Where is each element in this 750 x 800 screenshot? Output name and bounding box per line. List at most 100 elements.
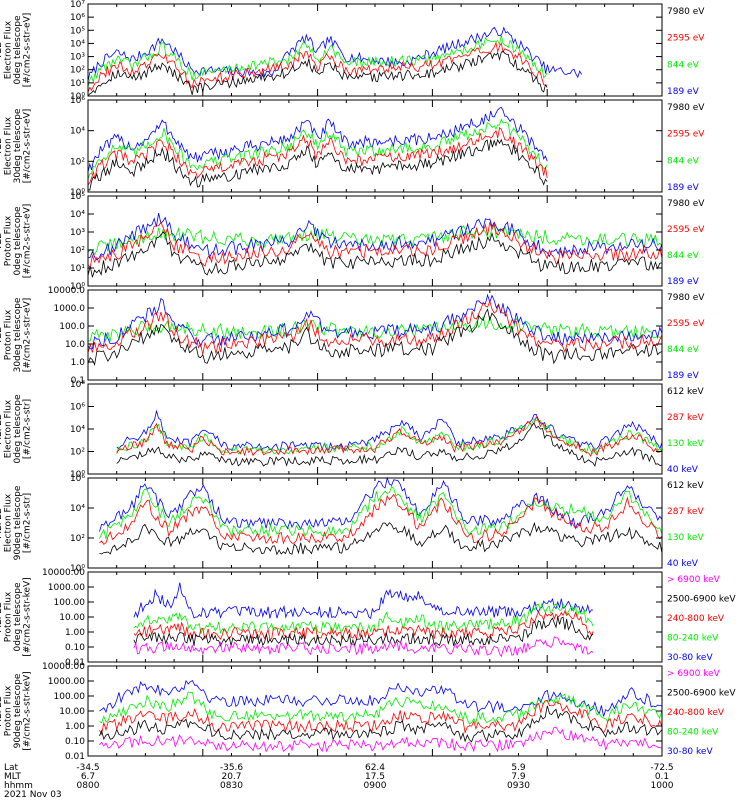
y-tick-label: 10⁰ <box>70 564 85 574</box>
y-axis-label: TEDProton Flux0deg telescope[#/cm2-s-str… <box>0 204 32 279</box>
series-line-black <box>99 521 663 556</box>
y-tick-label: 0.01 <box>65 658 85 668</box>
date-label: 2021 Nov 03 <box>4 790 62 800</box>
legend-entry: 2595 eV <box>667 319 705 329</box>
y-axis-label: TEDElectron Flux30deg telescope[#/cm2-s-… <box>0 108 32 183</box>
y-tick-label: 10⁴ <box>70 127 85 137</box>
y-tick-label: 10¹ <box>70 264 85 274</box>
x-axis-row-label: hhmm <box>4 781 33 791</box>
series-line-red <box>99 700 663 736</box>
legend-entry: 287 keV <box>667 413 704 423</box>
series-line-black <box>87 308 663 367</box>
legend-entry: 7980 eV <box>667 103 705 113</box>
series-line-red <box>99 493 663 545</box>
x-tick-label-lat: -72.5 <box>650 763 673 773</box>
panel-4: 0.1 1.0 10.0 100.0 1000.0 10000.0 TEDProton Fl… <box>0 286 705 386</box>
series-line-blue <box>87 106 548 173</box>
y-tick-label: 10¹ <box>70 79 85 89</box>
y-tick-label: 1000.00 <box>48 677 85 687</box>
legend-entry: 844 eV <box>667 251 700 261</box>
x-axis-annotation: LatMLThhmm-34.56.70800-35.620.7083062.41… <box>4 763 674 800</box>
panel-2: 10⁰ 10² 10⁴ 10⁶ TEDElectron Flux30deg telesc… <box>0 96 705 198</box>
legend-entry: 2500-6900 keV <box>667 595 736 605</box>
series-line-blue <box>116 409 663 452</box>
y-tick-label: 1000.00 <box>48 583 85 593</box>
y-tick-label: 10⁰ <box>70 92 85 102</box>
panel-5: 10⁰ 10² 10⁴ 10⁶ 10⁸ MEPEDElectron Flux0deg te… <box>0 380 704 480</box>
y-tick-label: 10.0 <box>65 340 85 350</box>
panel-3: 10⁰ 10¹ 10² 10³ 10⁴ 10⁵ TEDProton Flux0deg tel… <box>0 192 705 292</box>
legend-entry: 30-80 keV <box>667 747 713 757</box>
x-tick-label-hhmm: 0800 <box>77 781 100 791</box>
y-tick-label: 10⁷ <box>70 0 85 10</box>
y-tick-label: 10⁶ <box>70 474 85 484</box>
legend-entry: > 6900 keV <box>667 669 721 679</box>
y-tick-label: 10000.00 <box>42 662 85 672</box>
series-line-green <box>116 418 663 455</box>
series-line-green <box>87 118 548 180</box>
y-tick-label: 10⁶ <box>70 13 85 23</box>
series-line-black <box>116 422 663 468</box>
series-line-red <box>87 300 663 355</box>
series-line-black <box>133 616 594 648</box>
legend-entry: 30-80 keV <box>667 653 713 663</box>
y-tick-label: 1.00 <box>65 628 85 638</box>
legend-entry: 189 eV <box>667 371 700 381</box>
y-tick-label: 10⁰ <box>70 470 85 480</box>
series-line-black <box>87 231 663 278</box>
x-axis-row-label: MLT <box>4 772 22 782</box>
series-line-red <box>87 221 663 269</box>
y-tick-label: 100.0 <box>59 322 85 332</box>
series-line-green <box>87 35 548 87</box>
y-tick-label: 10² <box>70 66 85 76</box>
y-axis-label: TEDProton Flux30deg telescope[#/cm2-s-st… <box>0 297 32 372</box>
legend-entry: 2595 eV <box>667 34 705 44</box>
y-axis-label: MEPEDElectron Flux0deg telescope[#/cm2-s… <box>0 394 32 464</box>
panel-1: 10⁰ 10¹ 10² 10³ 10⁴ 10⁵ 10⁶ 10⁷ TEDElectron Flux… <box>0 0 705 102</box>
legend-entry: 612 keV <box>667 481 704 491</box>
series-line-green <box>99 691 663 725</box>
y-tick-label: 0.10 <box>65 643 85 653</box>
series-line-black <box>87 138 548 191</box>
y-tick-label: 10⁰ <box>70 282 85 292</box>
y-axis-label: MEPEDElectron Flux90deg telescope[#/cm2-… <box>0 485 32 560</box>
series-line-black <box>99 705 663 743</box>
y-tick-label: 0.10 <box>65 737 85 747</box>
panel-frame <box>87 99 663 193</box>
y-tick-label: 100.00 <box>54 598 86 608</box>
x-tick-label-hhmm: 0900 <box>364 781 387 791</box>
x-tick-label-mlt: 0.1 <box>655 772 669 782</box>
panel-7: 0.01 0.10 1.00 10.00 100.00 1000.00 10000.00 ME… <box>0 568 736 668</box>
legend-entry: 80-240 keV <box>667 728 719 738</box>
y-tick-label: 10² <box>70 448 85 458</box>
y-tick-label: 10⁴ <box>70 504 85 514</box>
y-tick-label: 10⁴ <box>70 425 85 435</box>
legend-entry: 287 keV <box>667 507 704 517</box>
series-line-green <box>87 223 663 256</box>
series-line-blue <box>99 679 663 717</box>
legend-entry: 130 keV <box>667 439 704 449</box>
y-tick-label: 1000.0 <box>54 304 86 314</box>
legend-entry: 7980 eV <box>667 7 705 17</box>
y-tick-label: 10² <box>70 157 85 167</box>
legend-entry: 2595 eV <box>667 225 705 235</box>
legend-entry: 2595 eV <box>667 130 705 140</box>
x-tick-label-lat: -34.5 <box>76 763 99 773</box>
series-line-magenta <box>99 726 663 753</box>
y-tick-label: 10⁸ <box>70 380 85 390</box>
y-tick-label: 10² <box>70 534 85 544</box>
x-tick-label-lat: -35.6 <box>220 763 244 773</box>
y-tick-label: 1.00 <box>65 722 85 732</box>
panel-frame <box>87 3 663 97</box>
x-tick-label-hhmm: 0830 <box>220 781 243 791</box>
y-tick-label: 10000.0 <box>48 286 85 296</box>
y-tick-label: 10³ <box>70 53 85 63</box>
series-line-blue <box>87 293 663 350</box>
legend-entry: 130 keV <box>667 533 704 543</box>
legend-entry: 844 eV <box>667 345 700 355</box>
legend-entry: 240-800 keV <box>667 708 725 718</box>
legend-entry: 40 keV <box>667 465 699 475</box>
series-line-blue <box>133 582 594 619</box>
legend-entry: 844 eV <box>667 60 700 70</box>
